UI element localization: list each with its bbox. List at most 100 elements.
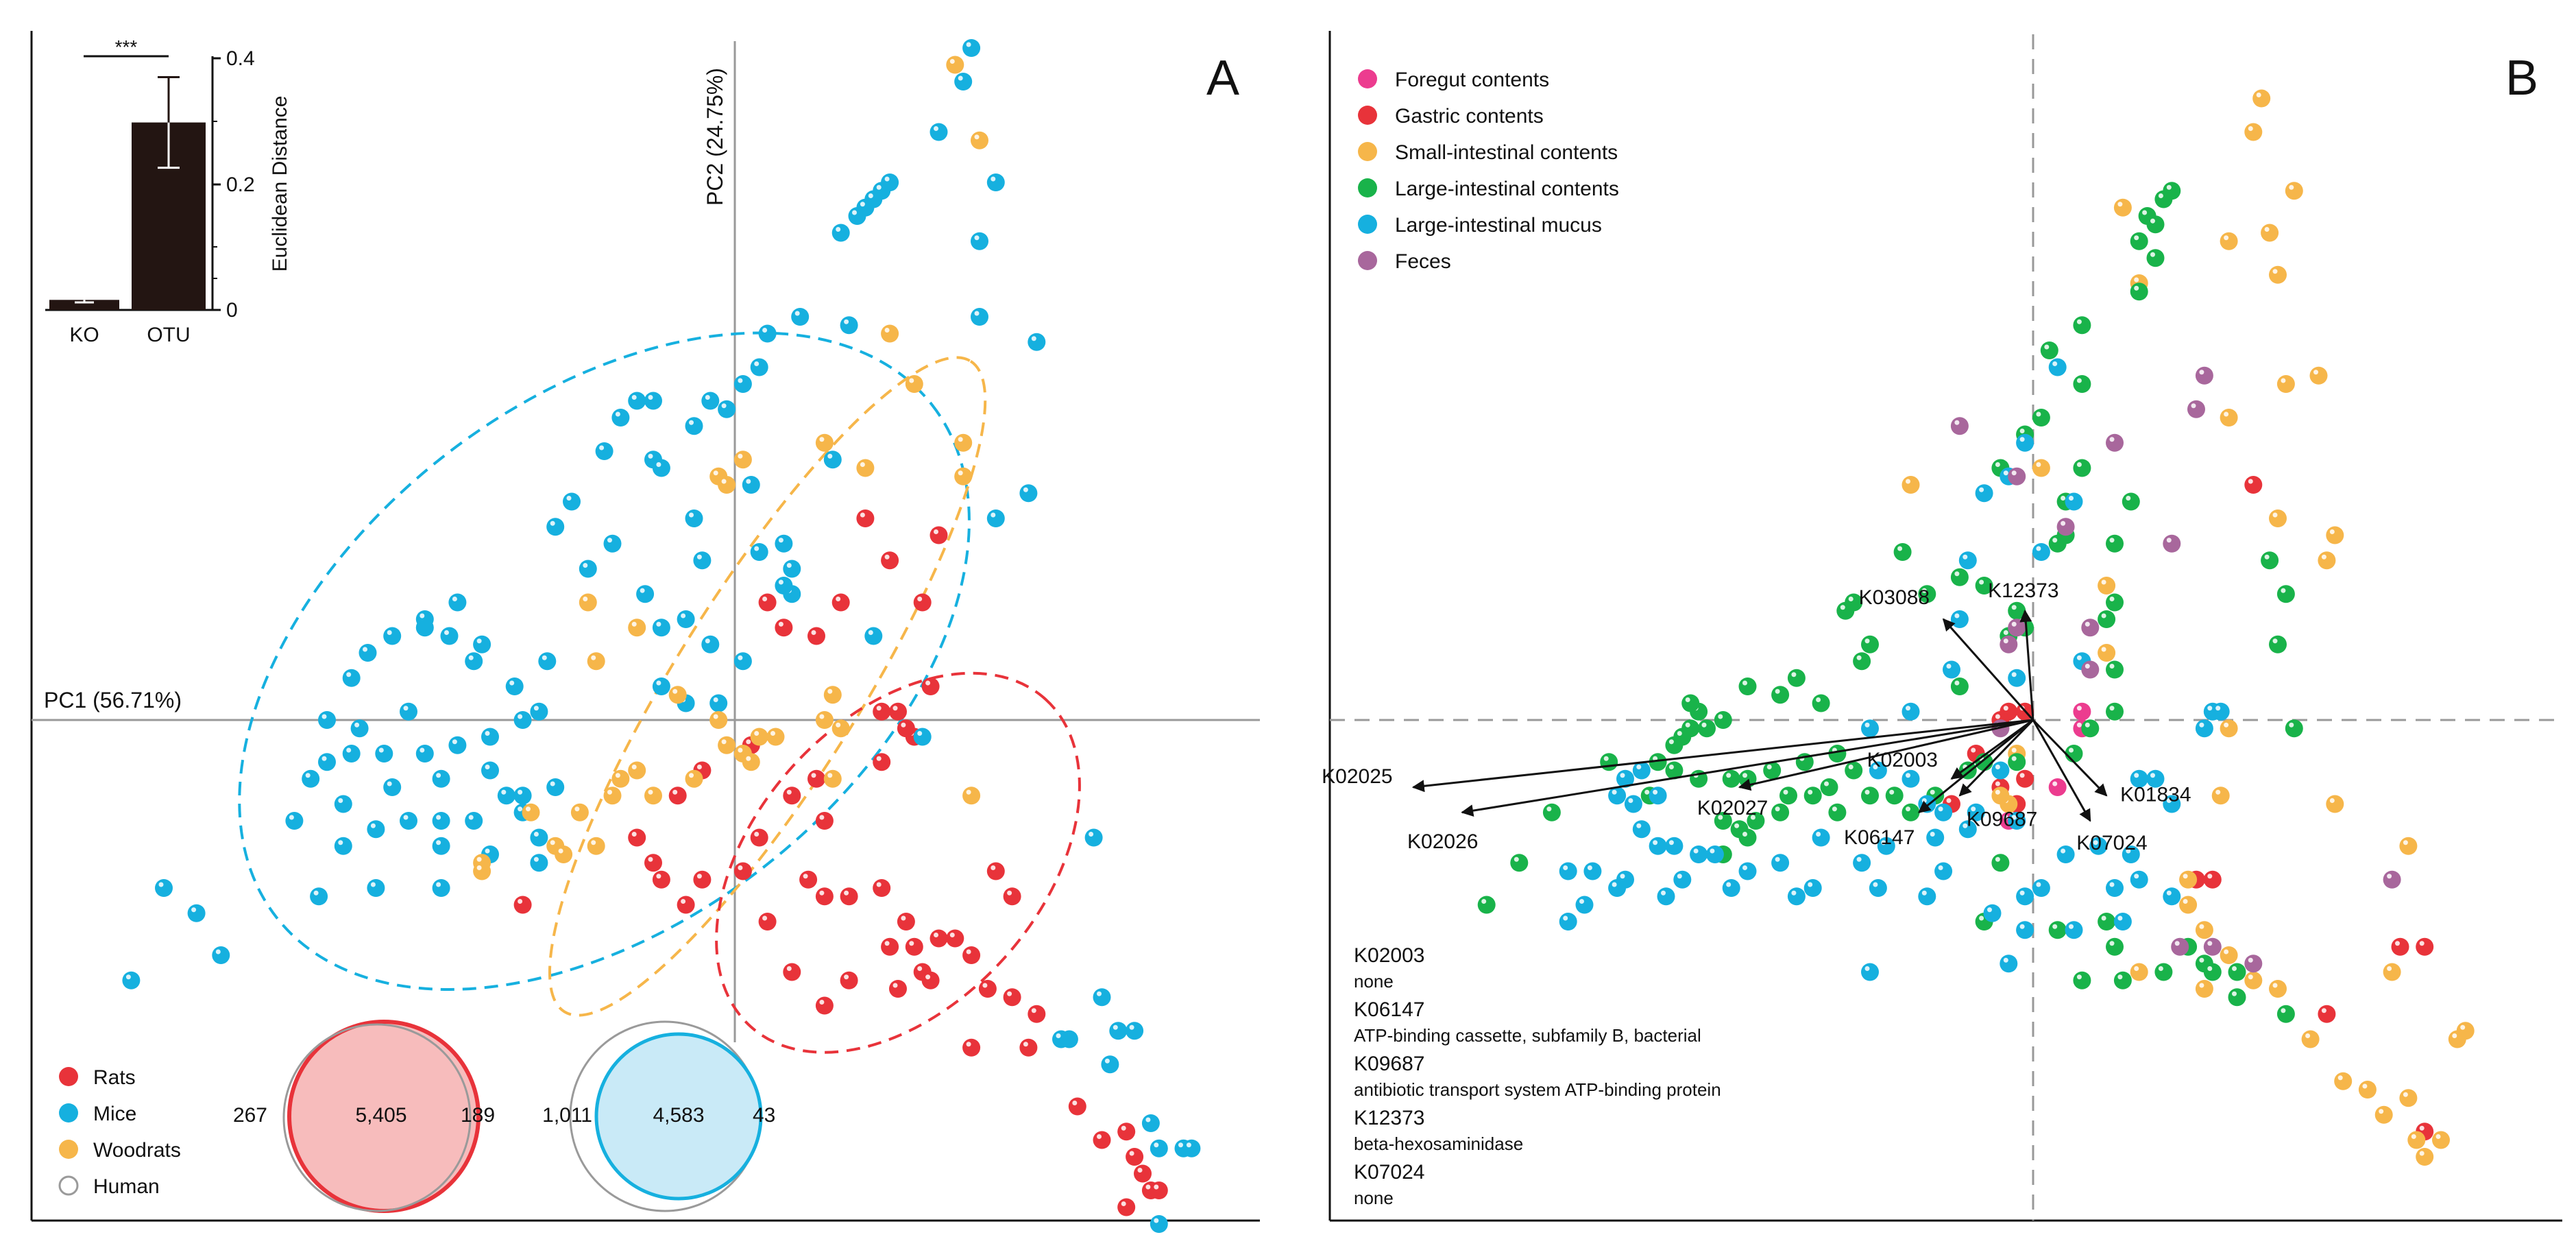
- a-point-highlight-mice-8: [852, 210, 857, 215]
- a-point-mice-106: [775, 577, 793, 595]
- b-point-highlight-small-intestinal-contents-32: [2379, 1109, 2384, 1114]
- a-point-highlight-mice-28: [656, 621, 661, 627]
- b-point-large-intestinal-contents-87: [2113, 971, 2132, 989]
- a-point-highlight-rats-10: [819, 815, 825, 820]
- b-point-large-intestinal-contents-25: [2106, 660, 2124, 679]
- venn-rats-only: 267: [233, 1104, 267, 1127]
- b-point-highlight-small-intestinal-contents-40: [2403, 1092, 2408, 1097]
- a-point-mice-16: [840, 316, 858, 335]
- a-point-highlight-mice-29: [681, 613, 686, 619]
- a-point-mice-39: [709, 694, 728, 712]
- b-point-highlight-large-intestinal-contents-83: [2232, 966, 2237, 971]
- a-point-highlight-woodrats-6: [738, 453, 743, 459]
- a-point-woodrats-18: [831, 719, 850, 738]
- b-point-highlight-large-intestinal-contents-8: [2044, 344, 2050, 350]
- error-bar-otu: [158, 122, 180, 169]
- b-point-highlight-large-intestinal-mucus-23: [2126, 848, 2131, 854]
- a-point-highlight-rats-58: [836, 597, 841, 601]
- b-point-highlight-large-intestinal-mucus-36: [1775, 856, 1780, 862]
- b-point-large-intestinal-mucus-52: [1608, 879, 1627, 897]
- a-point-highlight-mice-70: [436, 882, 441, 887]
- a-point-mice-107: [742, 476, 760, 494]
- a-point-mice-28: [652, 619, 670, 637]
- b-point-small-intestinal-contents-42: [1991, 787, 2010, 805]
- a-point-woodrats-11: [628, 619, 646, 637]
- a-point-highlight-rats-23: [819, 890, 825, 896]
- a-point-highlight-mice-43: [346, 747, 352, 753]
- a-point-mice-63: [334, 837, 352, 855]
- a-point-highlight-mice-54: [518, 789, 523, 795]
- b-point-highlight-large-intestinal-mucus-4: [2069, 496, 2074, 501]
- legend-mice-label: Mice: [93, 1103, 136, 1125]
- a-point-highlight-mice-95: [1113, 1024, 1118, 1030]
- b-point-large-intestinal-contents-53: [1803, 787, 1822, 805]
- a-point-mice-10: [971, 232, 988, 250]
- a-point-rats-20: [733, 862, 752, 880]
- a-point-mice-36: [652, 677, 670, 695]
- a-point-woodrats-2: [881, 324, 899, 343]
- a-point-highlight-mice-35: [705, 638, 710, 644]
- b-point-highlight-large-intestinal-contents-13: [2076, 462, 2082, 467]
- b-point-highlight-large-intestinal-contents-50: [1742, 773, 1747, 778]
- b-point-small-intestinal-contents-36: [2456, 1022, 2475, 1040]
- b-point-highlight-gastric-contents-12: [1995, 714, 2000, 719]
- a-point-mice-102: [1101, 1055, 1119, 1074]
- legend-feces-marker: [1358, 251, 1377, 270]
- b-point-small-intestinal-contents-8: [2276, 375, 2295, 393]
- a-point-mice-23: [652, 459, 670, 477]
- a-point-mice-109: [1019, 484, 1038, 503]
- a-point-woodrats-27: [587, 837, 605, 855]
- a-point-rats-39: [815, 996, 834, 1015]
- b-point-highlight-small-intestinal-contents-10: [2036, 462, 2041, 467]
- a-point-mice-34: [783, 560, 801, 578]
- a-point-highlight-mice-3: [991, 176, 996, 182]
- a-point-highlight-mice-46: [305, 773, 311, 778]
- b-point-highlight-large-intestinal-mucus-50: [1677, 874, 1682, 879]
- vector-k06147: [1918, 719, 2034, 813]
- a-point-woodrats-13: [668, 686, 687, 704]
- panel-a-label: A: [1206, 51, 1239, 106]
- b-point-highlight-large-intestinal-contents-26: [2109, 706, 2115, 711]
- b-point-feces-10: [2000, 635, 2018, 653]
- b-point-highlight-large-intestinal-mucus-1: [2019, 437, 2025, 442]
- b-point-highlight-large-intestinal-mucus-16: [1995, 765, 2000, 769]
- a-point-rats-59: [758, 593, 777, 612]
- b-point-large-intestinal-contents-18: [2106, 534, 2124, 553]
- a-point-highlight-mice-20: [599, 445, 605, 451]
- b-point-highlight-large-intestinal-mucus-63: [2019, 924, 2025, 929]
- b-point-highlight-large-intestinal-mucus-15: [1906, 706, 1910, 711]
- b-point-large-intestinal-contents-7: [2073, 316, 2091, 335]
- a-point-rats-42: [962, 1038, 981, 1057]
- b-point-highlight-large-intestinal-contents-19: [1979, 579, 1984, 585]
- b-point-small-intestinal-contents-40: [2399, 1089, 2418, 1107]
- b-point-highlight-large-intestinal-contents-59: [1734, 823, 1740, 828]
- b-point-large-intestinal-mucus-13: [2195, 719, 2213, 738]
- a-point-highlight-mice-67: [215, 949, 221, 955]
- b-point-highlight-large-intestinal-contents-5: [2150, 252, 2155, 257]
- b-point-highlight-large-intestinal-mucus-29: [2019, 890, 2025, 896]
- a-point-highlight-mice-103: [1178, 1142, 1183, 1148]
- b-point-small-intestinal-contents-10: [2032, 459, 2050, 477]
- a-point-highlight-rats-52: [876, 706, 882, 711]
- b-point-highlight-large-intestinal-mucus-26: [2117, 915, 2123, 921]
- a-point-mice-56: [546, 778, 565, 796]
- b-point-highlight-small-intestinal-contents-43: [2101, 647, 2106, 652]
- a-point-highlight-woodrats-26: [526, 806, 531, 812]
- panel-b-legend: Foregut contents Gastric contents Small-…: [1358, 69, 1619, 273]
- b-point-highlight-gastric-contents-10: [2321, 1008, 2326, 1013]
- a-point-highlight-rats-36: [892, 983, 898, 988]
- legend-rats-label: Rats: [93, 1066, 136, 1089]
- b-point-highlight-feces-7: [2011, 621, 2017, 627]
- b-point-highlight-large-intestinal-mucus-57: [1808, 882, 1813, 887]
- b-point-highlight-large-intestinal-contents-87: [2117, 974, 2123, 980]
- b-point-highlight-large-intestinal-mucus-20: [2011, 815, 2017, 820]
- b-point-small-intestinal-contents-30: [2334, 1072, 2353, 1090]
- a-point-highlight-rats-13: [672, 789, 678, 795]
- b-point-highlight-large-intestinal-contents-37: [1742, 680, 1747, 686]
- annotation-k02003-desc: none: [1354, 971, 1394, 992]
- b-point-highlight-large-intestinal-mucus-12: [2215, 706, 2221, 711]
- b-point-highlight-large-intestinal-mucus-13: [2199, 722, 2204, 728]
- b-point-highlight-large-intestinal-contents-22: [2003, 630, 2008, 635]
- a-point-woodrats-10: [579, 593, 597, 612]
- a-point-highlight-mice-22: [550, 520, 555, 526]
